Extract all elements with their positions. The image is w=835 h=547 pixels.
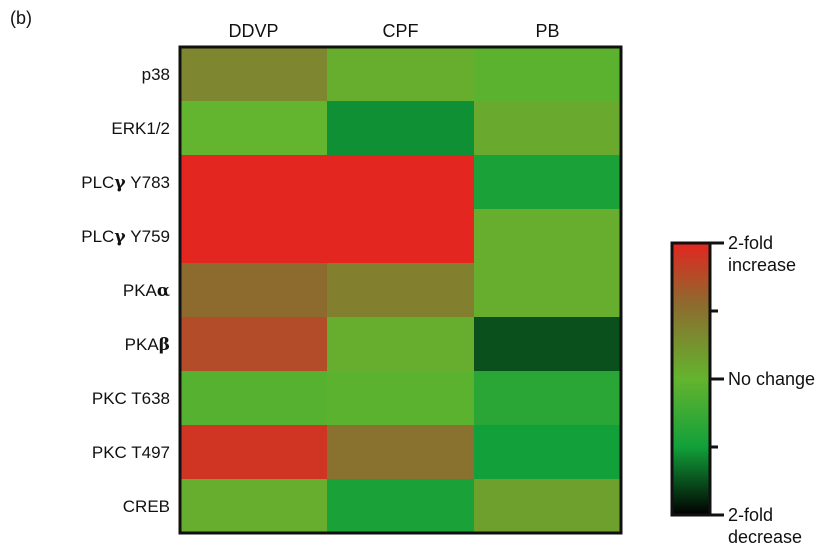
heatmap-cell	[474, 371, 622, 426]
column-labels: DDVP CPF PB	[228, 21, 559, 41]
column-label: CPF	[383, 21, 419, 41]
heatmap-cell	[180, 263, 328, 318]
heatmap-cell	[327, 209, 475, 264]
heatmap-cell	[180, 425, 328, 480]
heatmap-cell	[180, 479, 328, 534]
heatmap-cell	[474, 101, 622, 156]
heatmap-cell	[327, 371, 475, 426]
row-label: PLCγ Y783	[81, 173, 170, 193]
row-labels: p38 ERK1/2 PLCγ Y783 PLCγ Y759 PKAα PKAβ PKC T…	[81, 65, 170, 516]
heatmap-cell	[474, 155, 622, 210]
heatmap-cell	[327, 47, 475, 102]
heatmap-cells	[180, 47, 622, 534]
colorbar-ticks	[710, 241, 724, 517]
heatmap-cell	[180, 209, 328, 264]
colorbar: 2-fold increase No change 2-fold decrease	[670, 233, 815, 547]
heatmap-cell	[474, 209, 622, 264]
colorbar-label: 2-fold decrease	[728, 505, 802, 547]
colorbar-label: No change	[728, 369, 815, 389]
row-label: PKC T638	[92, 389, 170, 408]
heatmap-cell	[474, 425, 622, 480]
heatmap-cell	[474, 263, 622, 318]
row-label: PLCγ Y759	[81, 227, 170, 247]
heatmap-cell	[180, 47, 328, 102]
heatmap-cell	[327, 425, 475, 480]
heatmap-cell	[180, 371, 328, 426]
row-label: PKC T497	[92, 443, 170, 462]
colorbar-label: 2-fold increase	[728, 233, 796, 275]
heatmap-cell	[327, 263, 475, 318]
heatmap-cell	[474, 479, 622, 534]
colorbar-gradient	[670, 241, 712, 517]
row-label: p38	[142, 65, 170, 84]
heatmap-cell	[474, 47, 622, 102]
heatmap-cell	[327, 155, 475, 210]
row-label: ERK1/2	[111, 119, 170, 138]
heatmap-cell	[327, 317, 475, 372]
heatmap-cell	[327, 101, 475, 156]
row-label: CREB	[123, 497, 170, 516]
column-label: PB	[535, 21, 559, 41]
heatmap-cell	[474, 317, 622, 372]
heatmap-cell	[327, 479, 475, 534]
heatmap-cell	[180, 317, 328, 372]
column-label: DDVP	[228, 21, 278, 41]
panel-label: (b)	[10, 8, 32, 28]
heatmap-cell	[180, 155, 328, 210]
heatmap-cell	[180, 101, 328, 156]
row-label: PKAβ	[125, 335, 170, 355]
colorbar-labels: 2-fold increase No change 2-fold decrease	[728, 233, 815, 547]
heatmap-border	[178, 45, 623, 535]
row-label: PKAα	[123, 281, 170, 301]
